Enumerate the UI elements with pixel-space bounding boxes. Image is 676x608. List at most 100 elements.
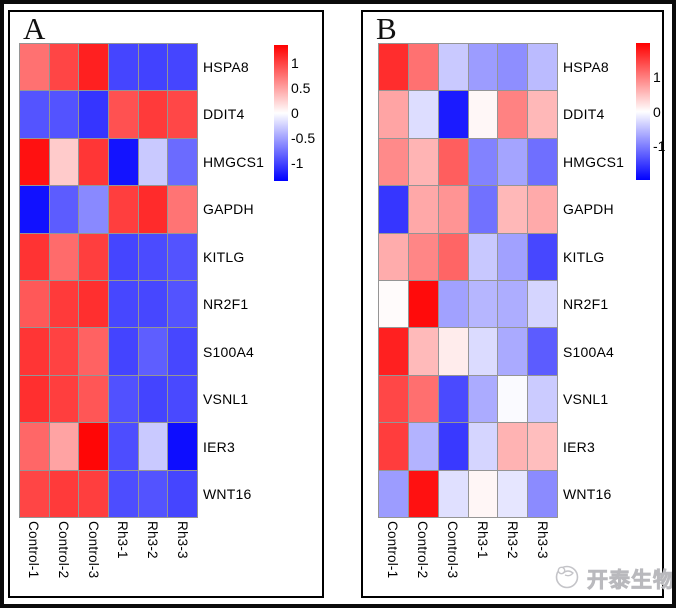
heatmap-cell-DDIT4-Control-3	[79, 91, 108, 138]
heatmap-cell-S100A4-Control-2	[408, 328, 438, 375]
heatmap-cell-KITLG-Rh3-3	[528, 233, 557, 280]
panel-b-letter: B	[376, 11, 397, 46]
row-label-KITLG: KITLG	[563, 248, 605, 265]
heatmap-cell-NR2F1-Rh3-2	[498, 281, 528, 328]
heatmap-cell-IER3-Control-3	[438, 423, 468, 470]
heatmap-a	[19, 43, 198, 518]
colorbar-tick-0: 0	[653, 103, 661, 120]
panel-a-letter: A	[23, 11, 46, 46]
row-label-S100A4: S100A4	[203, 343, 255, 360]
heatmap-cell-NR2F1-Control-1	[379, 281, 408, 328]
heatmap-cell-IER3-Control-2	[49, 423, 79, 470]
heatmap-cell-DDIT4-Rh3-2	[498, 91, 528, 138]
heatmap-cell-VSNL1-Control-2	[408, 375, 438, 423]
col-label-Control-3: Control-3	[445, 521, 460, 579]
heatmap-cell-VSNL1-Control-1	[20, 375, 49, 423]
heatmap-cell-IER3-Rh3-1	[108, 423, 138, 470]
heatmap-cell-KITLG-Rh3-1	[108, 233, 138, 280]
heatmap-cell-GAPDH-Rh3-2	[498, 186, 528, 233]
heatmap-cell-HMGCS1-Rh3-3	[168, 138, 197, 186]
colorbar-tick--1: -1	[291, 155, 304, 171]
heatmap-cell-HMGCS1-Rh3-1	[468, 138, 498, 186]
row-label-S100A4: S100A4	[563, 343, 615, 360]
row-labels-a: HSPA8 DDIT4 HMGCS1 GAPDH KITLG NR2F1 S100A4 VSN…	[203, 43, 264, 518]
row-label-IER3: IER3	[203, 438, 235, 455]
heatmap-cell-S100A4-Rh3-1	[108, 328, 138, 375]
row-label-DDIT4: DDIT4	[563, 106, 605, 123]
colorbar-a: 1 0.5 0 -0.5 -1	[274, 45, 322, 181]
heatmap-cell-WNT16-Rh3-3	[528, 470, 557, 517]
heatmap-cell-WNT16-Control-3	[438, 470, 468, 517]
colorbar-b: 1 0 -1	[636, 43, 672, 180]
heatmap-cell-KITLG-Control-2	[49, 233, 79, 280]
heatmap-cell-HSPA8-Control-2	[49, 44, 79, 91]
heatmap-cell-VSNL1-Rh3-3	[528, 375, 557, 423]
heatmap-cell-VSNL1-Rh3-3	[168, 375, 197, 423]
heatmap-b	[378, 43, 558, 518]
heatmap-cell-S100A4-Rh3-2	[138, 328, 168, 375]
col-label-Control-3: Control-3	[85, 521, 101, 579]
heatmap-cell-WNT16-Control-2	[408, 470, 438, 517]
heatmap-cell-HSPA8-Control-2	[408, 44, 438, 91]
heatmap-cell-IER3-Rh3-2	[498, 423, 528, 470]
heatmap-cell-GAPDH-Control-1	[20, 186, 49, 233]
col-label-Rh3-3: Rh3-3	[535, 521, 550, 559]
row-label-DDIT4: DDIT4	[203, 106, 245, 123]
row-label-VSNL1: VSNL1	[563, 391, 609, 408]
heatmap-cell-DDIT4-Control-3	[438, 91, 468, 138]
row-label-WNT16: WNT16	[203, 486, 252, 503]
colorbar-gradient	[274, 45, 288, 181]
heatmap-cell-HSPA8-Control-1	[379, 44, 408, 91]
colorbar-gradient	[636, 43, 650, 180]
col-label-Control-1: Control-1	[25, 521, 41, 579]
heatmap-cell-NR2F1-Control-2	[49, 281, 79, 328]
heatmap-cell-WNT16-Control-3	[79, 470, 108, 517]
bird-circle-logo-icon	[552, 561, 582, 596]
heatmap-cell-DDIT4-Control-1	[20, 91, 49, 138]
row-labels-b: HSPA8 DDIT4 HMGCS1 GAPDH KITLG NR2F1 S100A4 VSN…	[563, 43, 624, 518]
heatmap-cell-WNT16-Control-1	[20, 470, 49, 517]
heatmap-cell-DDIT4-Control-2	[49, 91, 79, 138]
row-label-HMGCS1: HMGCS1	[563, 153, 625, 170]
heatmap-cell-GAPDH-Rh3-3	[168, 186, 197, 233]
heatmap-cell-WNT16-Rh3-1	[108, 470, 138, 517]
heatmap-cell-KITLG-Control-3	[79, 233, 108, 280]
heatmap-cell-VSNL1-Rh3-1	[468, 375, 498, 423]
column-labels-b: Control-1 Control-2 Control-3 Rh3-1 Rh3-2 Rh3…	[378, 521, 558, 603]
heatmap-cell-WNT16-Rh3-3	[168, 470, 197, 517]
heatmap-cell-NR2F1-Rh3-3	[168, 281, 197, 328]
heatmap-cell-S100A4-Control-2	[49, 328, 79, 375]
heatmap-cell-VSNL1-Rh3-1	[108, 375, 138, 423]
row-label-GAPDH: GAPDH	[563, 201, 614, 218]
row-label-NR2F1: NR2F1	[203, 296, 249, 313]
heatmap-cell-HSPA8-Rh3-3	[528, 44, 557, 91]
heatmap-cell-WNT16-Control-2	[49, 470, 79, 517]
heatmap-cell-KITLG-Control-2	[408, 233, 438, 280]
heatmap-cell-DDIT4-Rh3-1	[108, 91, 138, 138]
heatmap-cell-NR2F1-Rh3-2	[138, 281, 168, 328]
heatmap-cell-VSNL1-Rh3-2	[138, 375, 168, 423]
heatmap-cell-HSPA8-Control-3	[79, 44, 108, 91]
heatmap-cell-NR2F1-Control-3	[438, 281, 468, 328]
heatmap-cell-VSNL1-Control-3	[438, 375, 468, 423]
heatmap-cell-DDIT4-Rh3-1	[468, 91, 498, 138]
watermark-text: 开泰生物	[587, 568, 675, 592]
heatmap-cell-DDIT4-Control-2	[408, 91, 438, 138]
heatmap-cell-HMGCS1-Control-2	[49, 138, 79, 186]
heatmap-cell-GAPDH-Control-1	[379, 186, 408, 233]
panel-b: B HSPA8 DDIT4 HMGCS1 GAPDH KITLG NR2F1 S100A4 V…	[361, 10, 665, 598]
heatmap-cell-DDIT4-Rh3-3	[168, 91, 197, 138]
heatmap-cell-HMGCS1-Rh3-3	[528, 138, 557, 186]
colorbar-tick--0.5: -0.5	[291, 130, 316, 146]
heatmap-cell-DDIT4-Rh3-3	[528, 91, 557, 138]
colorbar-tick-1: 1	[291, 55, 299, 71]
heatmap-cell-S100A4-Control-1	[379, 328, 408, 375]
heatmap-cell-S100A4-Rh3-3	[528, 328, 557, 375]
row-label-HSPA8: HSPA8	[203, 58, 249, 75]
heatmap-cell-NR2F1-Control-2	[408, 281, 438, 328]
heatmap-cell-KITLG-Rh3-2	[138, 233, 168, 280]
heatmap-cell-VSNL1-Control-3	[79, 375, 108, 423]
heatmap-cell-WNT16-Control-1	[379, 470, 408, 517]
heatmap-cell-HMGCS1-Control-1	[20, 138, 49, 186]
